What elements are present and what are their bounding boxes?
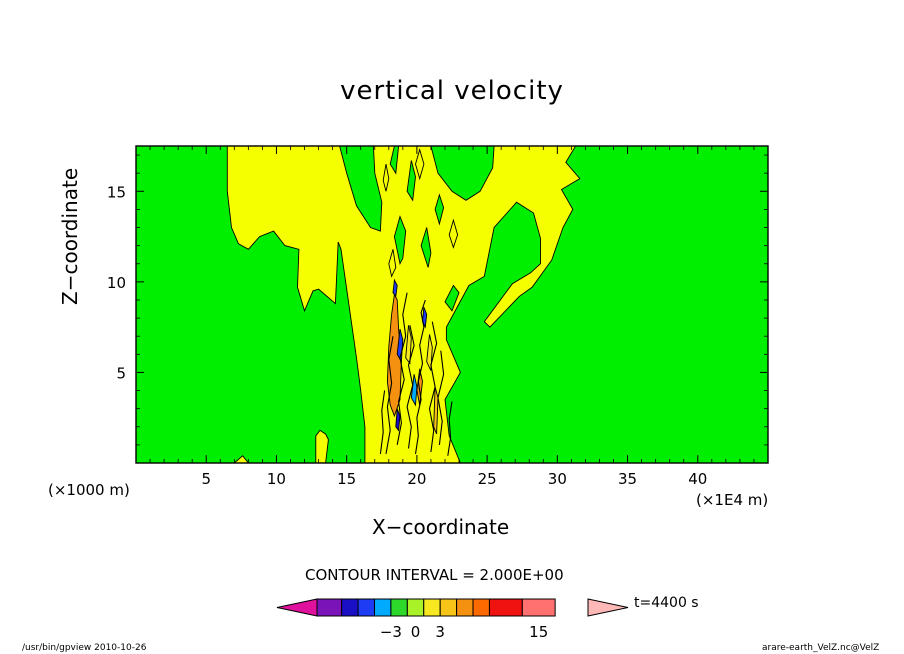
colorbar-swatch [488, 598, 523, 617]
x-tick-label: 35 [618, 470, 637, 488]
contour-region-1 [315, 429, 329, 463]
contour-region-10 [434, 193, 445, 226]
colorbar-swatch [316, 598, 343, 617]
contour-region-12 [415, 147, 425, 181]
colorbar-swatch [423, 598, 441, 617]
y-tick-label: 5 [116, 364, 126, 382]
contour-region-0 [226, 146, 581, 463]
colorbar-swatch [390, 598, 408, 617]
contour-line-1 [396, 292, 408, 446]
x-axis-unit-right: (×1E4 m) [696, 491, 769, 509]
y-tick-label: 15 [107, 183, 126, 201]
contour-line-3 [406, 325, 415, 449]
x-tick-label: 25 [478, 470, 497, 488]
contour-region-8 [389, 146, 400, 175]
contour-line-6 [447, 401, 453, 456]
contour-region-21 [410, 374, 418, 407]
contour-region-11 [382, 164, 390, 192]
contour-region-2 [233, 455, 249, 463]
colorbar-extend-low [276, 598, 318, 617]
x-tick-label: 15 [337, 470, 356, 488]
contour-region-14 [448, 218, 459, 249]
colorbar-swatch [341, 598, 359, 617]
footer-right-text: arare-earth_VelZ.nc@VelZ [762, 643, 880, 653]
contour-region-22 [422, 307, 428, 329]
colorbar-swatch [439, 598, 458, 617]
contour-region-17 [405, 325, 412, 365]
colorbar-swatch [357, 598, 375, 617]
contour-region-3 [339, 146, 383, 232]
contour-fill-group [136, 146, 768, 463]
x-tick-label: 40 [688, 470, 707, 488]
colorbar-tick-label: 3 [435, 623, 445, 641]
contour-line-4 [385, 336, 394, 454]
axes: 5 10 15 20 25 30 35 40 5 10 15 [107, 145, 769, 488]
plot-area [136, 146, 768, 463]
colorbar [276, 598, 629, 617]
contour-region-5 [393, 215, 407, 266]
contour-region-6 [420, 227, 432, 268]
contour-region-7 [406, 160, 416, 202]
x-tick-label: 20 [407, 470, 426, 488]
contour-region-16 [416, 368, 423, 406]
colorbar-tick-label: 0 [410, 623, 421, 641]
colorbar-tick-label: 15 [529, 623, 549, 641]
colorbar-extend-high [587, 598, 629, 617]
contour-region-4 [430, 146, 495, 201]
contour-line-0 [414, 299, 426, 454]
colorbar-swatch [472, 598, 490, 617]
footer-left-text: /usr/bin/gpview 2010-10-26 [22, 643, 147, 653]
contour-line-2 [428, 321, 438, 453]
x-tick-label: 30 [548, 470, 567, 488]
x-tick-label: 10 [267, 470, 286, 488]
plot-frame [135, 145, 769, 464]
y-tick-label: 10 [107, 274, 126, 292]
colorbar-swatch [456, 598, 474, 617]
colorbar-tick-label: −3 [379, 623, 402, 641]
x-axis-unit-left: (×1000 m) [48, 481, 130, 499]
colorbar-swatch [521, 598, 556, 617]
contour-line-7 [379, 390, 386, 454]
contour-region-24 [392, 278, 398, 298]
contour-line-5 [437, 350, 445, 445]
contour-region-13 [388, 249, 397, 278]
chart-title: vertical velocity [340, 76, 564, 106]
colorbar-swatch [373, 598, 392, 617]
y-axis-label: Z−coordinate [58, 167, 82, 305]
contour-region-9 [444, 284, 460, 312]
time-label: t=4400 s [634, 595, 699, 611]
colorbar-swatch [406, 598, 425, 617]
x-axis-label: X−coordinate [372, 515, 510, 539]
contour-interval-label: CONTOUR INTERVAL = 2.000E+00 [305, 566, 564, 584]
contour-region-18 [426, 334, 433, 371]
x-tick-label: 5 [201, 470, 211, 488]
